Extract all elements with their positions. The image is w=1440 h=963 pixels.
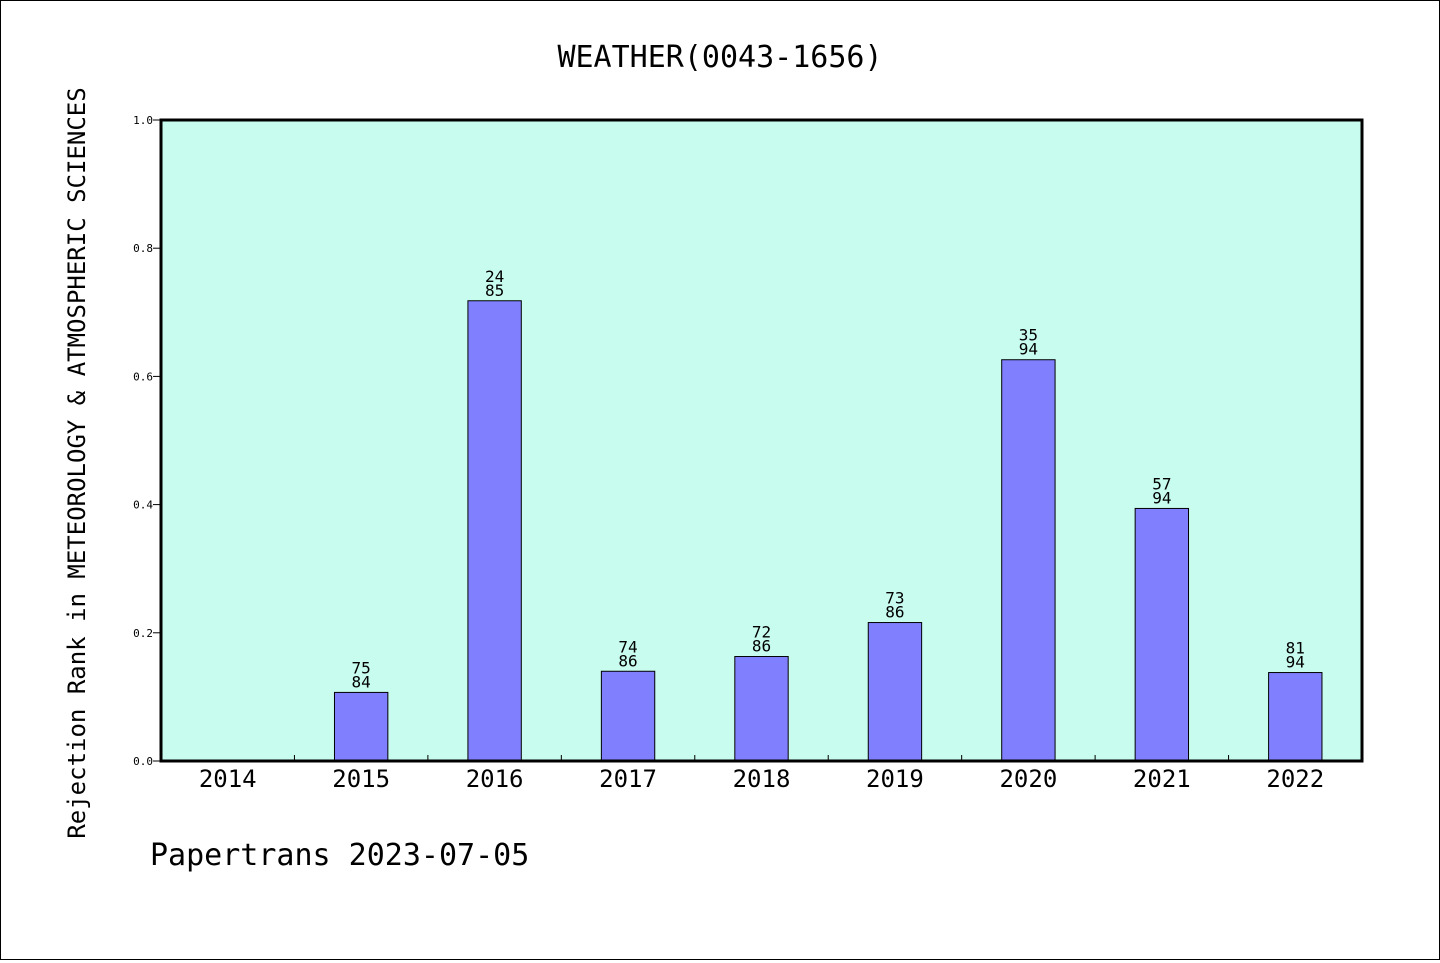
bar-label-bottom: 94 <box>1152 488 1171 507</box>
bar-label-bottom: 86 <box>618 651 637 670</box>
y-tick-label: 0.4 <box>133 499 153 512</box>
bar-label-top: 57 <box>1152 474 1171 493</box>
bar-label-bottom: 84 <box>352 672 371 691</box>
bar <box>467 300 522 762</box>
bar-label-bottom: 86 <box>752 637 771 656</box>
plot-border <box>159 118 1364 763</box>
y-tick-label: 1.0 <box>133 114 153 127</box>
bar-label-top: 74 <box>618 637 637 656</box>
bar <box>1268 672 1323 762</box>
x-tick-label: 2018 <box>733 765 791 793</box>
bar <box>600 670 656 762</box>
x-tick-label: 2022 <box>1266 765 1324 793</box>
x-tick-label: 2017 <box>599 765 657 793</box>
bar-label-top: 73 <box>885 589 904 608</box>
y-tick-label: 0.2 <box>133 627 153 640</box>
chart-title: WEATHER(0043-1656) <box>557 40 882 75</box>
bar <box>1134 507 1190 762</box>
y-tick-label: 0.8 <box>133 242 153 255</box>
y-axis: 0.0 0.2 0.4 0.6 0.8 1.0 <box>133 114 161 768</box>
x-tick-label: 2021 <box>1133 765 1191 793</box>
bar-label-top: 81 <box>1286 639 1305 658</box>
bar-label-top: 72 <box>752 623 771 642</box>
x-tick-label: 2019 <box>866 765 924 793</box>
bar-label-bottom: 86 <box>885 603 904 622</box>
footer-text: Papertrans 2023-07-05 <box>150 838 529 873</box>
x-tick-label: 2014 <box>199 765 257 793</box>
y-tick-label: 0.6 <box>133 370 153 383</box>
bar <box>734 656 789 762</box>
bar-label-top: 75 <box>352 658 371 677</box>
bar-label-top: 24 <box>485 267 504 286</box>
y-tick-label: 0.0 <box>133 755 153 768</box>
bar-label-bottom: 85 <box>485 281 504 300</box>
bar <box>867 622 923 762</box>
x-tick-label: 2016 <box>466 765 524 793</box>
bar-label-top: 35 <box>1019 326 1038 345</box>
bar <box>1001 359 1056 762</box>
x-tick-label: 2020 <box>999 765 1057 793</box>
bar <box>333 691 389 762</box>
y-axis-label: Rejection Rank in METEOROLOGY & ATMOSPHE… <box>63 87 91 838</box>
bar-label-bottom: 94 <box>1286 653 1305 672</box>
x-tick-label: 2015 <box>332 765 390 793</box>
x-axis: 2014 2015 2016 2017 2018 2019 2020 2021 2022 <box>199 755 1324 793</box>
bar-label-bottom: 94 <box>1019 340 1038 359</box>
